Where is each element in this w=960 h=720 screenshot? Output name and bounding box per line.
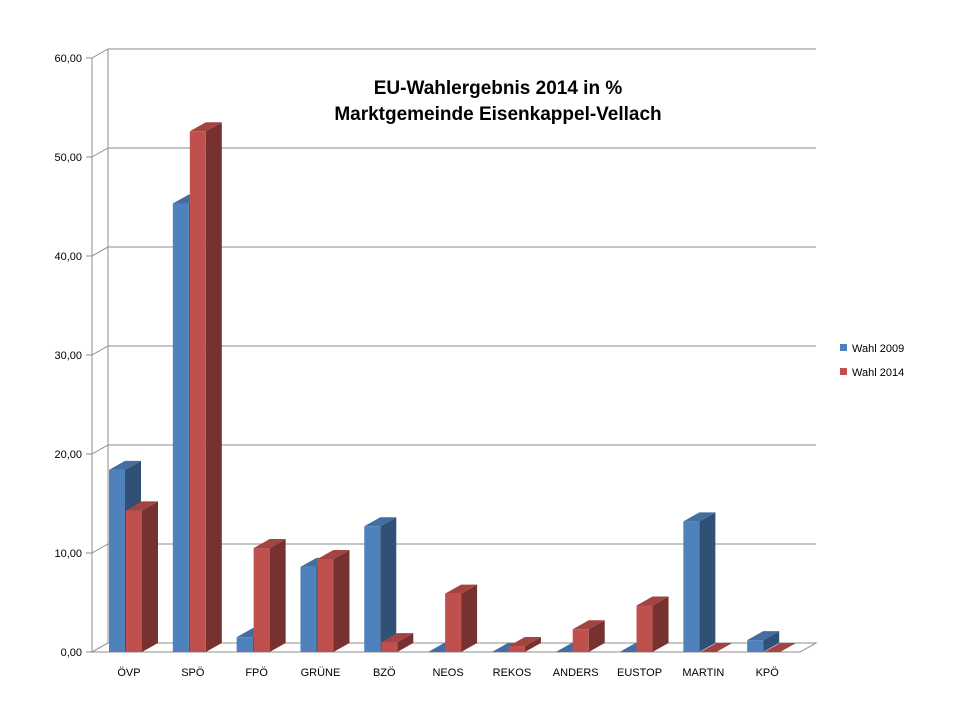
- chart-title-line-2: Marktgemeinde Eisenkappel-Vellach: [334, 104, 661, 125]
- bar-front: [109, 469, 125, 652]
- bars: [109, 122, 797, 652]
- x-tick-label: REKOS: [493, 667, 532, 679]
- bar-front: [189, 131, 206, 652]
- bar-front: [300, 566, 317, 652]
- bar-side: [142, 501, 158, 652]
- x-tick-label: ANDERS: [553, 667, 599, 679]
- bar-front: [508, 646, 525, 652]
- bar-top: [508, 637, 541, 647]
- bar-wahl-2014: [572, 620, 605, 652]
- bar-top: [636, 596, 669, 606]
- x-tick-label: GRÜNE: [301, 667, 341, 679]
- bar-top: [747, 631, 780, 641]
- bar-side: [269, 539, 286, 652]
- bar-side: [588, 620, 605, 652]
- bar-front: [364, 526, 381, 652]
- bar-front: [253, 548, 270, 652]
- bar-wahl-2014: [126, 501, 158, 652]
- bar-wahl-2009: [683, 512, 716, 652]
- bar-top: [253, 539, 286, 549]
- legend: Wahl 2009 Wahl 2014: [840, 343, 904, 379]
- bar-side: [205, 122, 222, 652]
- bar-front: [572, 629, 589, 652]
- legend-label-wahl-2014: Wahl 2014: [852, 367, 904, 379]
- bar-side: [461, 584, 478, 652]
- bar-wahl-2014: [764, 643, 797, 652]
- bar-top: [683, 512, 716, 522]
- legend-label-wahl-2009: Wahl 2009: [852, 343, 904, 355]
- bar-wahl-2009: [747, 631, 780, 652]
- x-tick-label: SPÖ: [181, 667, 205, 679]
- bar-wahl-2014: [317, 549, 350, 652]
- bar-front: [172, 203, 189, 652]
- bar-top: [109, 460, 141, 470]
- x-tick-label: NEOS: [432, 667, 463, 679]
- bar-wahl-2014: [189, 122, 222, 652]
- chart-title-line-1: EU-Wahlergebnis 2014 in %: [374, 78, 623, 99]
- y-tick-label: 20,00: [54, 449, 82, 461]
- bar-top: [572, 620, 605, 630]
- y-tick-label: 40,00: [54, 251, 82, 263]
- y-tick-label: 10,00: [54, 548, 82, 560]
- bar-top: [764, 643, 797, 652]
- bar-wahl-2014: [445, 584, 478, 652]
- bar-front: [126, 510, 142, 652]
- y-tick-label: 0,00: [61, 647, 82, 659]
- bar-wahl-2014: [700, 643, 733, 652]
- x-tick-labels: ÖVP SPÖ FPÖ GRÜNE BZÖ NEOS REKOS ANDERS EUSTOP MA…: [117, 667, 779, 679]
- x-tick-label: KPÖ: [756, 667, 780, 679]
- gridline: [91, 48, 816, 59]
- bar-top: [189, 122, 222, 132]
- bar-top: [364, 517, 397, 527]
- bar-wahl-2014: [636, 596, 669, 652]
- chart-title: EU-Wahlergebnis 2014 in % Marktgemeinde …: [334, 78, 661, 125]
- y-tick-label: 60,00: [54, 53, 82, 65]
- bar-top: [445, 584, 478, 594]
- y-tick-labels: 0,00 10,00 20,00 30,00 40,00 50,00 60,00: [54, 53, 82, 659]
- x-tick-label: ÖVP: [117, 667, 140, 679]
- y-tick-label: 30,00: [54, 350, 82, 362]
- bar-front: [636, 605, 653, 652]
- bar-side: [652, 596, 669, 652]
- bar-front: [683, 521, 700, 652]
- bar-wahl-2014: [253, 539, 286, 652]
- bar-top: [381, 633, 414, 643]
- bar-side: [699, 512, 716, 652]
- x-tick-label: MARTIN: [682, 667, 724, 679]
- bar-side: [763, 631, 780, 652]
- bar-front: [445, 593, 462, 652]
- legend-swatch-wahl-2009: [840, 344, 847, 351]
- bar-top: [126, 501, 158, 511]
- bar-wahl-2014: [381, 633, 414, 652]
- x-tick-label: BZÖ: [373, 667, 396, 679]
- x-tick-label: FPÖ: [245, 667, 268, 679]
- bar-front: [317, 558, 334, 652]
- bar-top: [317, 549, 350, 559]
- bar-top: [700, 643, 733, 652]
- bar-wahl-2009: [364, 517, 397, 652]
- bar-side: [380, 517, 397, 652]
- bar-front: [747, 640, 764, 652]
- bar-front: [381, 642, 398, 652]
- bar-side: [524, 637, 541, 652]
- y-tick-label: 50,00: [54, 152, 82, 164]
- bar-side: [333, 549, 350, 652]
- bar-front: [236, 637, 253, 652]
- bar-side: [397, 633, 414, 652]
- x-tick-label: EUSTOP: [617, 667, 662, 679]
- legend-swatch-wahl-2014: [840, 368, 847, 375]
- bar-wahl-2014: [508, 637, 541, 652]
